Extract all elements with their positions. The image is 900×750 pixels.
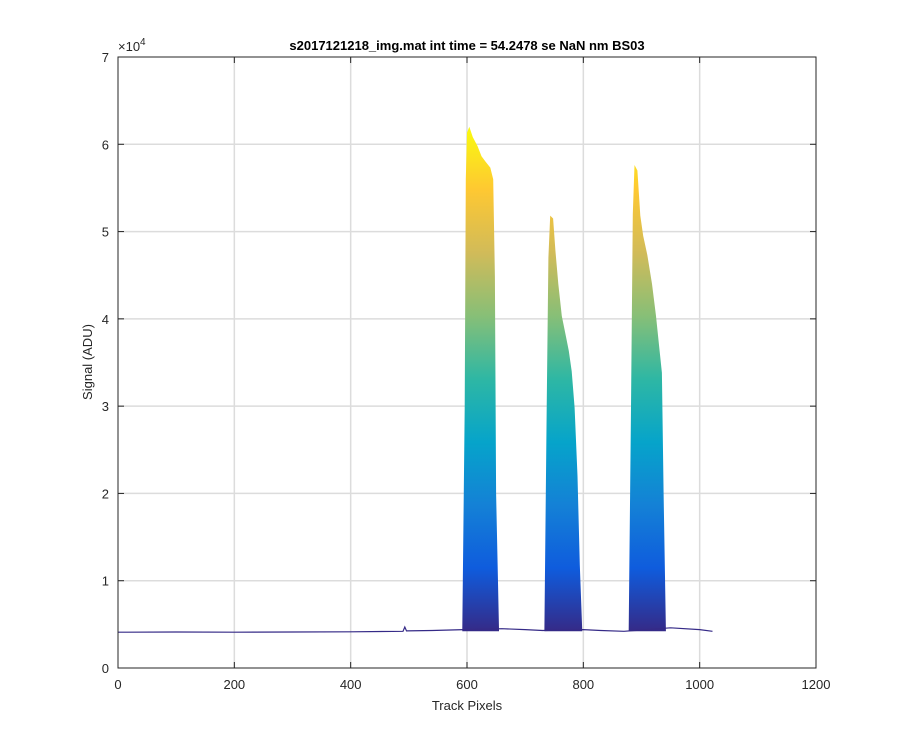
y-axis-label: Signal (ADU) <box>80 324 95 400</box>
y-tick-label: 5 <box>102 225 109 240</box>
chart-title: s2017121218_img.mat int time = 54.2478 s… <box>289 38 644 53</box>
y-exponent-power: 4 <box>140 37 146 48</box>
y-tick-label: 3 <box>102 399 109 414</box>
x-axis: 0 200 400 600 800 1000 1200 <box>114 57 830 692</box>
x-tick-label: 400 <box>340 677 362 692</box>
peak-areas <box>462 126 666 632</box>
baseline-series-line <box>117 625 713 633</box>
x-axis-label: Track Pixels <box>432 698 503 713</box>
peak-2-area <box>544 215 583 632</box>
x-tick-label: 0 <box>114 677 121 692</box>
peak-3-area <box>628 165 666 632</box>
x-tick-label: 600 <box>456 677 478 692</box>
x-tick-label: 1200 <box>802 677 831 692</box>
y-tick-label: 2 <box>102 486 109 501</box>
x-tick-label: 1000 <box>685 677 714 692</box>
y-axis: 0 1 2 3 4 5 6 7 <box>102 50 816 676</box>
y-exponent-base: ×10 <box>118 39 140 54</box>
x-tick-label: 200 <box>223 677 245 692</box>
peak-1-area <box>462 126 499 632</box>
y-tick-label: 6 <box>102 137 109 152</box>
y-tick-label: 0 <box>102 661 109 676</box>
y-tick-label: 4 <box>102 312 109 327</box>
x-tick-label: 800 <box>572 677 594 692</box>
y-tick-label: 7 <box>102 50 109 65</box>
y-tick-label: 1 <box>102 574 109 589</box>
